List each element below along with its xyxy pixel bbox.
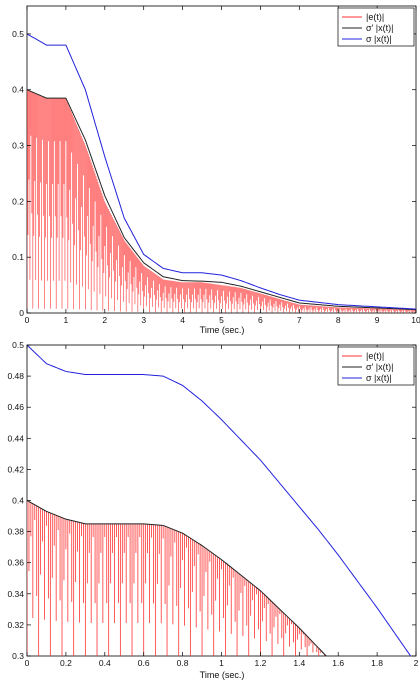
chart-top: 0 1 2 3 4 5 6 7 8 9 10 0 0.1 0.2 0.3 0.4 0.5 Time (sec.)…: [12, 5, 420, 335]
y-tick-label: 0: [19, 308, 24, 318]
x-tick-label: 0: [25, 658, 30, 668]
series-line-sigma: [27, 345, 412, 656]
x-tick-label: 8: [336, 315, 341, 325]
x-tick-label: 2: [414, 658, 419, 668]
series-line-e: [27, 89, 416, 313]
y-tick-label: 0.44: [7, 433, 24, 443]
series-line-e: [27, 500, 331, 656]
series-line-sigma-prime: [27, 500, 327, 656]
legend-entry: σ |x(t)|: [366, 34, 392, 44]
chart-bottom: 0 0.2 0.4 0.6 0.8 1 1.2 1.4 1.6 1.8 2 0.3 0.32 0.34 0.…: [7, 340, 418, 680]
series-line-sigma-prime: [27, 89, 416, 311]
x-tick-label: 3: [141, 315, 146, 325]
x-tick-label: 0.4: [99, 658, 111, 668]
legend-box: [337, 346, 415, 386]
legend-entry: σ |x(t)|: [366, 373, 392, 383]
x-tick-label: 7: [297, 315, 302, 325]
y-tick-label: 0.3: [12, 141, 24, 151]
x-tick-label: 1.2: [254, 658, 266, 668]
legend-entry: |e(t)|: [366, 12, 384, 22]
y-tick-label: 0.5: [12, 29, 24, 39]
x-tick-label: 10: [411, 315, 420, 325]
y-tick-label: 0.42: [7, 464, 24, 474]
x-tick-label: 4: [180, 315, 185, 325]
y-tick-label: 0.2: [12, 196, 24, 206]
x-tick-label: 1.4: [293, 658, 305, 668]
x-tick-label: 6: [258, 315, 263, 325]
x-tick-label: 0.8: [177, 658, 189, 668]
x-axis-label-top: Time (sec.): [200, 325, 245, 335]
y-tick-label: 0.32: [7, 620, 24, 630]
y-tick-label: 0.5: [12, 340, 24, 350]
y-tick-label: 0.4: [12, 85, 24, 95]
x-tick-label: 1: [64, 315, 69, 325]
series-line-sigma: [27, 33, 416, 310]
x-tick-label: 5: [219, 315, 224, 325]
y-tick-label: 0.1: [12, 252, 24, 262]
y-tick-label: 0.34: [7, 589, 24, 599]
x-tick-label: 0: [25, 315, 30, 325]
x-tick-label: 2: [102, 315, 107, 325]
x-tick-label: 0.6: [138, 658, 150, 668]
legend-entry: |e(t)|: [366, 351, 384, 361]
x-tick-label: 1.6: [332, 658, 344, 668]
y-tick-label: 0.36: [7, 558, 24, 568]
legend-box: [337, 7, 415, 47]
x-tick-label: 1: [219, 658, 224, 668]
x-axis-label-bottom: Time (sec.): [200, 670, 245, 680]
plot-area-bottom: [26, 344, 417, 657]
y-tick-label: 0.38: [7, 527, 24, 537]
x-tick-label: 1.8: [371, 658, 383, 668]
y-tick-label: 0.4: [12, 496, 24, 506]
y-tick-label: 0.46: [7, 402, 24, 412]
legend-entry: σ' |x(t)|: [366, 23, 393, 33]
y-tick-label: 0.48: [7, 371, 24, 381]
x-tick-label: 9: [375, 315, 380, 325]
x-tick-label: 0.2: [60, 658, 72, 668]
legend-entry: σ' |x(t)|: [366, 362, 393, 372]
y-tick-label: 0.3: [12, 651, 24, 661]
